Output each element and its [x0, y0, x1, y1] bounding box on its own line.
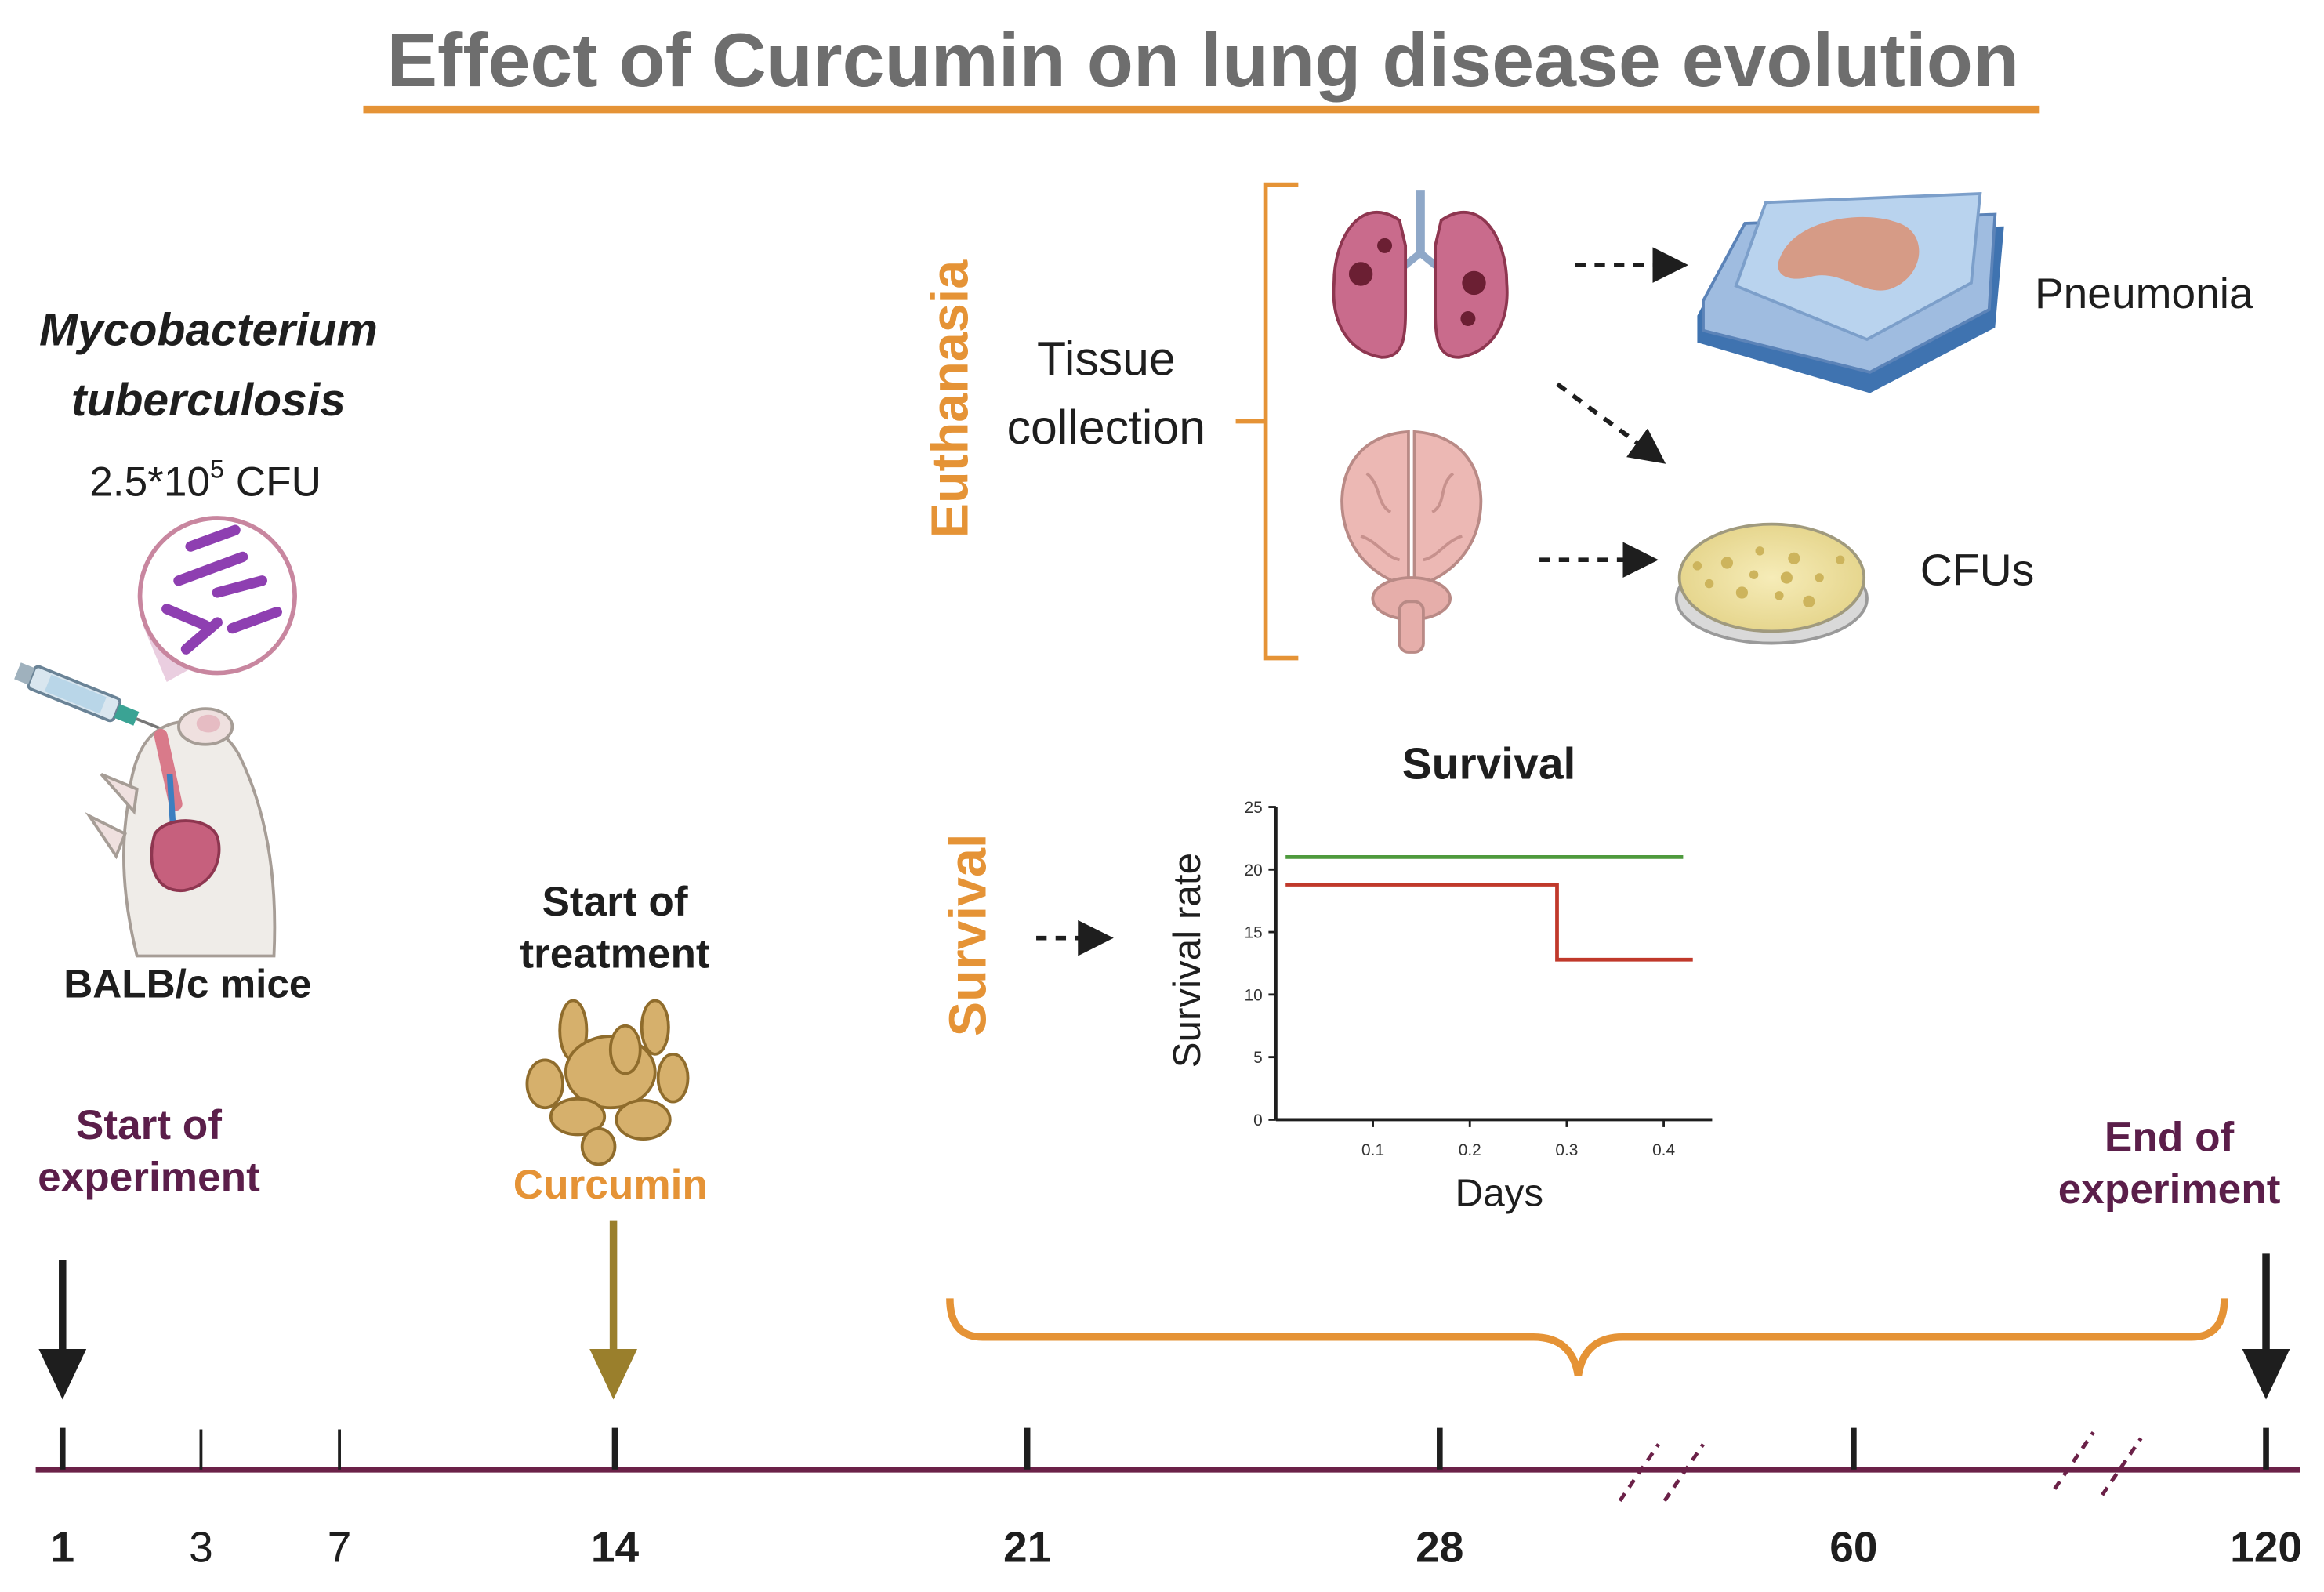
infection-panel: Mycobacterium tuberculosis 2.5*105 CFU: [14, 305, 378, 1006]
timeline: Start of experiment End of experiment 1 3…: [35, 1102, 2302, 1572]
timeline-tick-label: 7: [328, 1523, 352, 1572]
bacteria-icon: [137, 516, 297, 676]
lungs-to-dish-arrow: [1556, 382, 1666, 464]
timeline-tick-label: 21: [1003, 1523, 1051, 1572]
survival-chart: Survival Survival rate Days 0 5 10 15 20 25 0.…: [1166, 738, 1713, 1215]
observation-period-brace: [946, 1298, 2228, 1377]
histology-slide-icon: [1697, 191, 2004, 393]
chart-title: Survival: [1402, 738, 1576, 789]
end-of-experiment-line1: End of: [2105, 1114, 2235, 1160]
timeline-tick-label: 1: [50, 1523, 74, 1572]
chart-ylabel: Survival rate: [1166, 853, 1209, 1068]
cfu-label: CFUs: [1920, 546, 2035, 596]
chart-xlabel: Days: [1456, 1172, 1544, 1215]
axis-break-1: [1618, 1443, 1705, 1503]
axis-break-2: [2053, 1431, 2143, 1496]
chart-ytick-label: 25: [1245, 799, 1263, 817]
mouse-icon: [85, 707, 277, 958]
survival-panel: Survival Survival Survival rate Days 0 5 1…: [939, 738, 1713, 1215]
petri-dish-icon: [1674, 522, 1869, 645]
timeline-tick-label: 28: [1416, 1523, 1463, 1572]
start-arrow: [38, 1259, 87, 1400]
mouse-strain-label: BALB/c mice: [63, 962, 311, 1006]
chart-series-red: [1285, 883, 1693, 962]
timeline-tick-label: 14: [591, 1523, 640, 1572]
chart-xtick-label: 0.1: [1361, 1141, 1384, 1159]
organism-name-line2: tuberculosis: [71, 375, 346, 426]
timeline-tick-label: 60: [1829, 1523, 1877, 1572]
treatment-panel: Start of treatment Curcumin: [513, 879, 710, 1400]
pneumonia-label: Pneumonia: [2035, 269, 2253, 317]
end-of-experiment-line2: experiment: [2058, 1166, 2281, 1213]
treatment-label-line2: treatment: [520, 931, 710, 977]
syringe-icon: [14, 662, 173, 735]
curcumin-root-icon: [525, 999, 690, 1166]
tissue-collection-line2: collection: [1007, 401, 1206, 454]
chart-xtick-label: 0.2: [1459, 1141, 1481, 1159]
euthanasia-panel: Euthanasia Tissue collection: [922, 182, 2253, 661]
start-of-experiment-line1: Start of: [76, 1102, 222, 1148]
title-underline: [363, 105, 2040, 114]
lungs-icon: [1332, 190, 1509, 359]
page-title: Effect of Curcumin on lung disease evolu…: [386, 17, 2019, 103]
timeline-tick-label: 3: [189, 1523, 213, 1572]
end-arrow: [2242, 1253, 2290, 1400]
euthanasia-label: Euthanasia: [922, 259, 980, 539]
chart-ytick-label: 5: [1253, 1049, 1263, 1067]
chart-ytick-label: 15: [1245, 924, 1263, 942]
chart-ytick-label: 20: [1245, 861, 1263, 879]
chart-xtick-label: 0.3: [1555, 1141, 1578, 1159]
start-of-experiment-line2: experiment: [38, 1155, 260, 1201]
timeline-tick-label: 120: [2230, 1523, 2302, 1572]
mouse-lung: [150, 819, 221, 892]
treatment-start-arrow: [589, 1220, 637, 1400]
chart-ytick-label: 0: [1253, 1111, 1263, 1130]
inoculum-dose: 2.5*105 CFU: [89, 455, 321, 506]
treatment-label-line1: Start of: [542, 879, 687, 925]
tissue-bracket: [1235, 182, 1299, 661]
survival-side-label: Survival: [939, 834, 997, 1037]
curcumin-label: Curcumin: [513, 1162, 708, 1208]
chart-ytick-label: 10: [1245, 986, 1263, 1004]
chart-xtick-label: 0.4: [1652, 1141, 1675, 1159]
tissue-collection-line1: Tissue: [1037, 332, 1176, 386]
organism-name-line1: Mycobacterium: [39, 305, 378, 356]
brain-icon: [1340, 430, 1483, 654]
